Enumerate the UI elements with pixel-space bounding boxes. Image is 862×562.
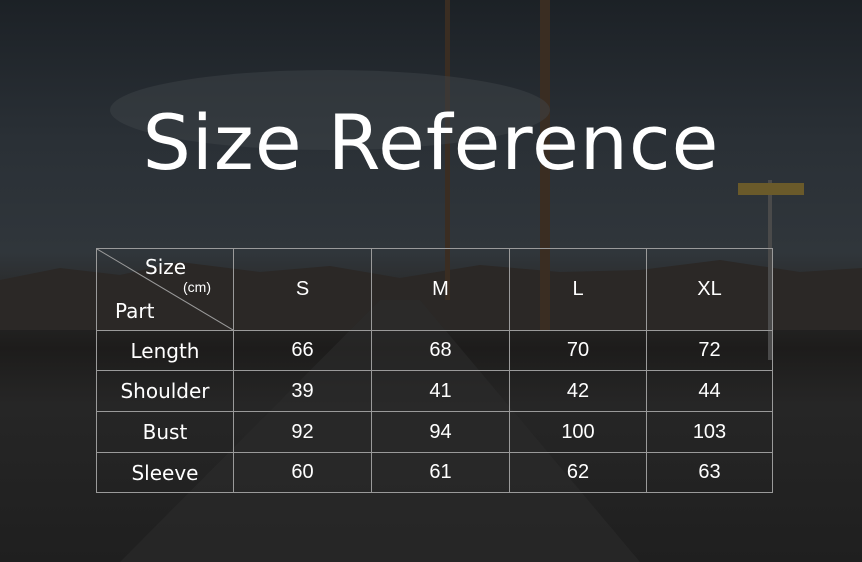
part-label: Part (115, 299, 155, 323)
corner-cell: Size (cm) Part (96, 248, 234, 331)
cell: 72 (646, 330, 773, 371)
cell: 103 (646, 411, 773, 453)
unit-label: (cm) (183, 279, 211, 295)
table-header-row: Size (cm) Part S M L XL (96, 248, 773, 331)
cell: 44 (646, 370, 773, 412)
page-title: Size Reference (142, 98, 720, 187)
cell: 39 (233, 370, 372, 412)
column-header: XL (646, 248, 773, 331)
cell: 92 (233, 411, 372, 453)
cell: 70 (509, 330, 647, 371)
column-header: L (509, 248, 647, 331)
diagonal-line (97, 249, 233, 330)
row-label: Bust (96, 411, 234, 453)
cell: 60 (233, 452, 372, 493)
row-label: Sleeve (96, 452, 234, 493)
size-table: Size (cm) Part S M L XL Length 66 68 70 … (96, 248, 773, 493)
cell: 61 (371, 452, 510, 493)
row-label: Length (96, 330, 234, 371)
table-row: Length 66 68 70 72 (96, 330, 773, 371)
table-row: Sleeve 60 61 62 63 (96, 452, 773, 493)
cell: 63 (646, 452, 773, 493)
column-header: M (371, 248, 510, 331)
cell: 42 (509, 370, 647, 412)
column-header: S (233, 248, 372, 331)
table-row: Bust 92 94 100 103 (96, 411, 773, 453)
cell: 94 (371, 411, 510, 453)
row-label: Shoulder (96, 370, 234, 412)
cell: 62 (509, 452, 647, 493)
cell: 41 (371, 370, 510, 412)
cell: 68 (371, 330, 510, 371)
cell: 100 (509, 411, 647, 453)
size-label: Size (145, 255, 187, 279)
table-row: Shoulder 39 41 42 44 (96, 370, 773, 412)
cell: 66 (233, 330, 372, 371)
